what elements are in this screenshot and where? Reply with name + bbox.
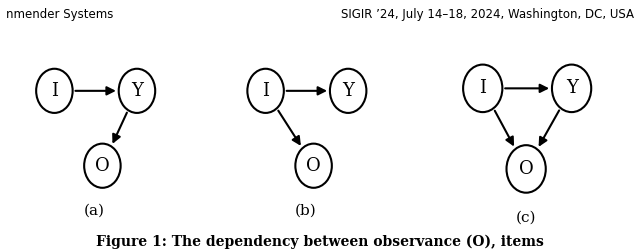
Text: nmender Systems: nmender Systems xyxy=(6,8,114,21)
Text: SIGIR ’24, July 14–18, 2024, Washington, DC, USA: SIGIR ’24, July 14–18, 2024, Washington,… xyxy=(340,8,634,21)
Ellipse shape xyxy=(119,69,156,113)
Text: Y: Y xyxy=(131,82,143,100)
Text: I: I xyxy=(262,82,269,100)
Ellipse shape xyxy=(36,69,73,113)
Ellipse shape xyxy=(552,65,591,112)
Text: Y: Y xyxy=(342,82,354,100)
Text: (c): (c) xyxy=(516,211,536,225)
Ellipse shape xyxy=(330,69,367,113)
Ellipse shape xyxy=(84,144,121,188)
Text: O: O xyxy=(95,157,110,175)
Text: O: O xyxy=(306,157,321,175)
Text: O: O xyxy=(519,160,534,178)
Ellipse shape xyxy=(506,145,546,193)
Text: Y: Y xyxy=(566,79,577,97)
Text: Figure 1: The dependency between observance (O), items: Figure 1: The dependency between observa… xyxy=(96,235,544,249)
Ellipse shape xyxy=(248,69,284,113)
Text: I: I xyxy=(479,79,486,97)
Text: (b): (b) xyxy=(295,204,317,217)
Text: I: I xyxy=(51,82,58,100)
Ellipse shape xyxy=(296,144,332,188)
Ellipse shape xyxy=(463,65,502,112)
Text: (a): (a) xyxy=(84,204,105,217)
